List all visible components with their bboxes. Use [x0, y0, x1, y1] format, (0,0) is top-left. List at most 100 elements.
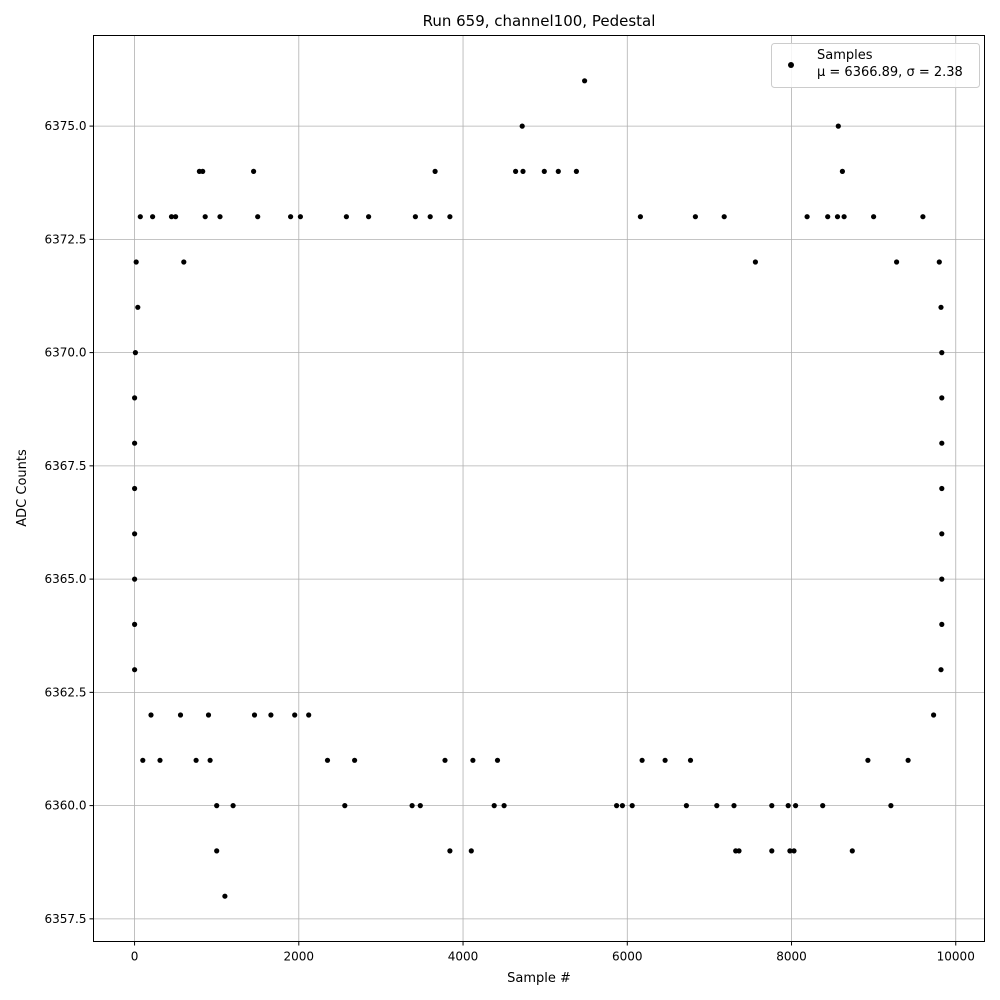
data-point — [150, 214, 156, 220]
data-point — [637, 214, 644, 220]
x-tick-label: 6000 — [612, 950, 643, 964]
data-point — [157, 757, 163, 763]
data-point — [938, 304, 944, 310]
data-point — [366, 214, 372, 220]
data-point — [268, 712, 274, 718]
data-point — [442, 757, 448, 763]
data-point — [470, 757, 476, 763]
data-point — [324, 757, 331, 763]
data-point — [214, 803, 220, 809]
data-point — [255, 214, 261, 220]
data-point — [288, 214, 294, 220]
data-point — [629, 803, 635, 809]
data-point — [938, 667, 944, 673]
data-point — [132, 576, 138, 582]
data-point — [939, 485, 945, 492]
data-point — [214, 848, 220, 854]
data-point — [825, 214, 831, 220]
data-point — [662, 757, 668, 763]
data-point — [200, 168, 206, 174]
data-point — [752, 259, 759, 265]
data-point — [639, 757, 645, 763]
y-tick-label: 6360.0 — [45, 799, 87, 813]
data-point — [520, 168, 526, 174]
data-point — [769, 803, 775, 809]
data-points — [132, 78, 945, 899]
data-point — [230, 803, 236, 809]
legend-marker — [788, 62, 794, 68]
data-point — [342, 803, 348, 809]
data-point — [683, 803, 690, 809]
y-tick-label: 6357.5 — [45, 912, 87, 926]
data-point — [133, 259, 139, 265]
data-point — [409, 803, 415, 809]
data-point — [468, 848, 474, 854]
data-point — [865, 757, 871, 763]
x-tick-label: 2000 — [284, 950, 315, 964]
data-point — [501, 803, 507, 809]
legend-label: Samples — [817, 48, 873, 63]
data-point — [804, 214, 810, 220]
data-point — [614, 803, 620, 809]
data-point — [207, 757, 213, 763]
y-tick-label: 6372.5 — [45, 232, 87, 246]
data-point — [412, 214, 418, 220]
data-point — [839, 168, 846, 174]
data-point — [573, 168, 580, 174]
x-tick-label: 4000 — [448, 950, 479, 964]
data-point — [619, 803, 626, 809]
data-point — [835, 123, 841, 129]
data-point — [687, 757, 694, 763]
data-point — [132, 531, 138, 537]
data-point — [352, 757, 358, 763]
x-tick-label: 0 — [131, 950, 139, 964]
data-point — [692, 214, 699, 220]
data-point — [343, 214, 349, 220]
data-point — [297, 214, 303, 220]
data-point — [132, 621, 138, 628]
data-point — [132, 485, 138, 492]
data-point — [417, 803, 423, 809]
data-point — [205, 712, 212, 718]
legend-box — [771, 43, 980, 88]
data-point — [494, 757, 501, 763]
data-point — [920, 214, 926, 220]
data-point — [905, 757, 911, 763]
data-point — [135, 304, 141, 310]
data-point — [785, 803, 791, 809]
data-point — [721, 214, 727, 220]
data-point — [736, 848, 742, 854]
data-point — [513, 168, 519, 174]
y-tick-label: 6370.0 — [45, 346, 87, 360]
data-point — [306, 712, 312, 718]
data-point — [939, 440, 945, 446]
data-point — [714, 803, 720, 809]
data-point — [292, 712, 298, 718]
data-point — [555, 168, 561, 174]
data-point — [222, 893, 228, 899]
data-point — [787, 848, 793, 854]
y-tick-label: 6365.0 — [45, 572, 87, 586]
data-point — [168, 214, 175, 220]
legend-stats: μ = 6366.89, σ = 2.38 — [817, 65, 963, 80]
data-point — [841, 214, 847, 220]
legend: Samples μ = 6366.89, σ = 2.38 — [771, 43, 980, 88]
y-axis-label: ADC Counts — [15, 449, 30, 527]
data-point — [936, 259, 942, 265]
data-point — [939, 350, 945, 356]
data-point — [849, 848, 855, 854]
data-point — [939, 395, 945, 401]
data-point — [193, 757, 199, 763]
data-point — [177, 712, 184, 718]
data-point — [447, 214, 453, 220]
x-tick-label: 8000 — [776, 950, 807, 964]
data-point — [894, 259, 900, 265]
data-point — [447, 848, 453, 854]
y-tick-label: 6367.5 — [45, 459, 87, 473]
data-point — [427, 214, 433, 220]
data-point — [820, 803, 826, 809]
data-point — [939, 621, 945, 628]
data-point — [140, 757, 146, 763]
data-point — [217, 214, 223, 220]
